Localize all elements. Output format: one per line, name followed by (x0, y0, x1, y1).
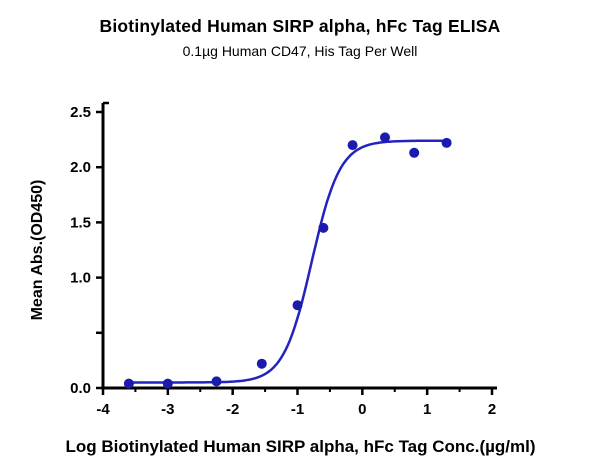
chart-subtitle: 0.1µg Human CD47, His Tag Per Well (182, 43, 418, 59)
x-axis-label: Log Biotinylated Human SIRP alpha, hFc T… (65, 437, 535, 456)
data-point (211, 376, 222, 387)
data-point (409, 147, 420, 158)
x-tick-label: -1 (291, 401, 304, 418)
x-tick-label: 0 (358, 401, 366, 418)
data-point (380, 132, 390, 143)
data-point (441, 137, 452, 148)
chart-title: Biotinylated Human SIRP alpha, hFc Tag E… (99, 16, 501, 36)
fit-curve (124, 139, 452, 384)
y-axis-label: Mean Abs.(OD450) (29, 180, 46, 321)
x-tick-label: -2 (226, 401, 239, 418)
data-point (123, 378, 134, 389)
x-tick-label: -3 (161, 401, 174, 418)
data-point (292, 300, 303, 311)
y-tick-label: 2.5 (70, 104, 91, 121)
data-point (162, 378, 173, 389)
y-tick-label: 0.0 (70, 380, 91, 397)
y-tick-label: 1.5 (70, 214, 91, 231)
x-tick-label: 1 (423, 401, 431, 418)
data-point (318, 222, 329, 233)
y-tick-label: 2.0 (70, 159, 91, 176)
x-tick-label: 2 (488, 401, 496, 418)
data-point (347, 140, 358, 151)
y-tick-label: 1.0 (70, 270, 91, 287)
data-point (256, 358, 267, 369)
x-tick-label: -4 (96, 401, 110, 418)
